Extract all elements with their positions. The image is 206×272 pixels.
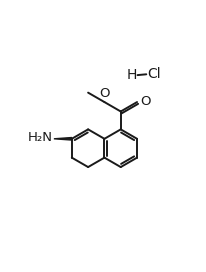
Text: O: O xyxy=(99,88,110,100)
Text: Cl: Cl xyxy=(147,66,161,81)
Text: O: O xyxy=(140,95,150,108)
Text: H₂N: H₂N xyxy=(28,131,53,144)
Polygon shape xyxy=(54,138,72,140)
Text: H: H xyxy=(126,68,137,82)
